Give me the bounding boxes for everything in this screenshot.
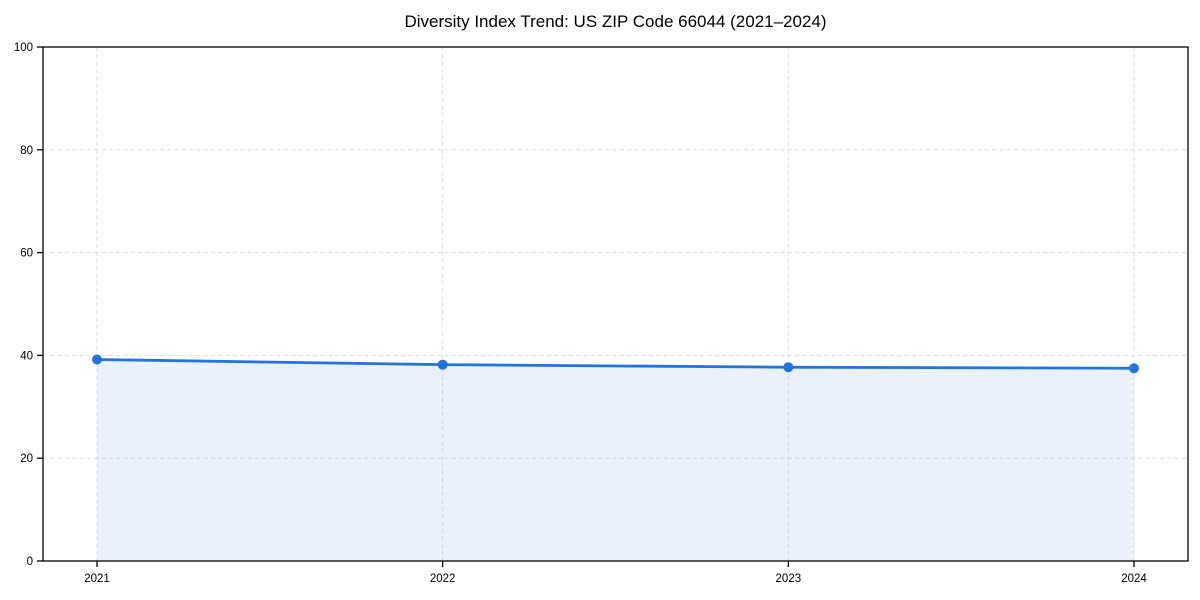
y-tick-label: 40 [20, 350, 33, 362]
area-fill [97, 359, 1134, 561]
x-tick-label: 2023 [776, 573, 802, 585]
y-tick-label: 0 [27, 556, 33, 568]
plot-border [42, 46, 1189, 562]
data-point [437, 359, 448, 370]
data-point [1129, 363, 1139, 374]
y-tick-label: 60 [20, 248, 33, 260]
y-tick-label: 20 [20, 453, 33, 465]
y-tick-label: 80 [20, 145, 33, 157]
x-tick-label: 2021 [84, 573, 110, 585]
x-tick-label: 2022 [430, 573, 456, 585]
y-tick-label: 100 [14, 42, 33, 54]
x-tick-label: 2024 [1121, 573, 1147, 585]
trend-line [95, 358, 1136, 370]
chart-title: Diversity Index Trend: US ZIP Code 66044… [404, 12, 827, 31]
data-point [783, 362, 794, 373]
data-point [92, 354, 102, 365]
